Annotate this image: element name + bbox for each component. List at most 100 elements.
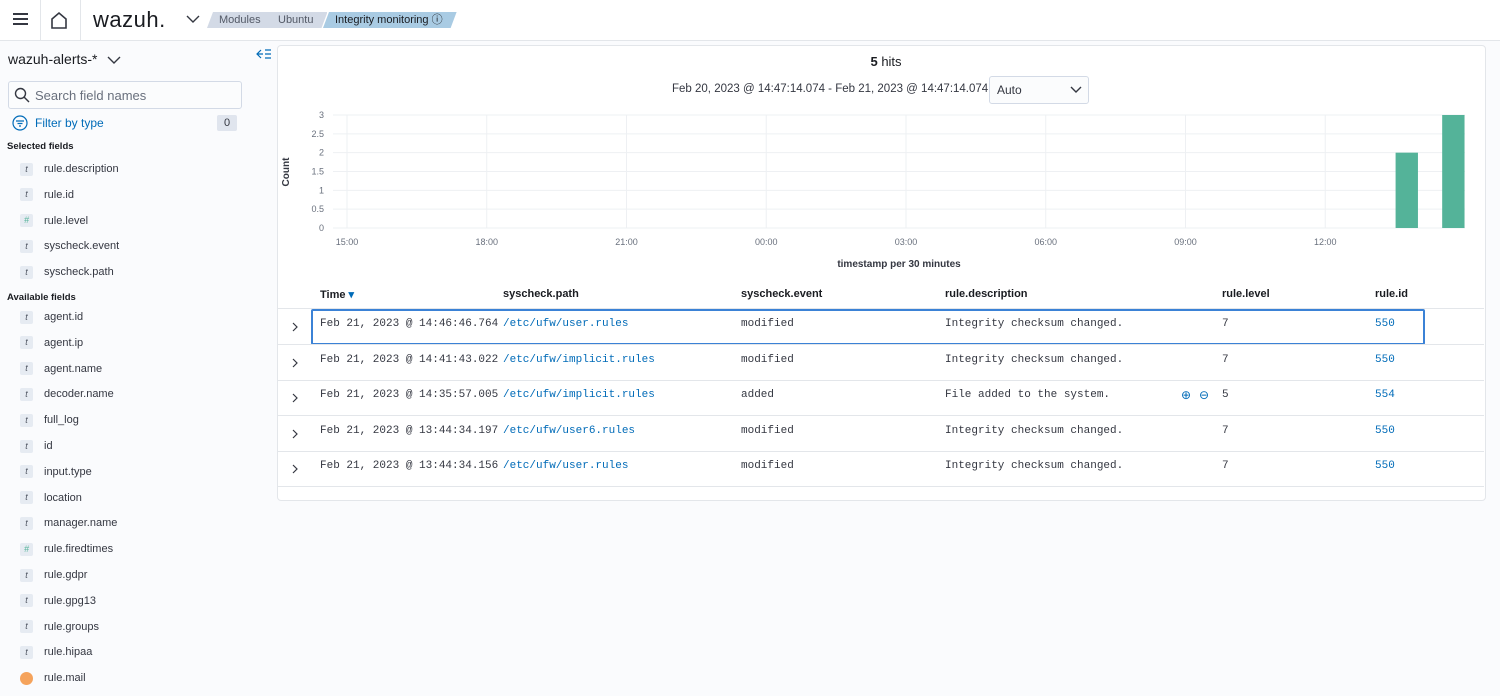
- filter-label[interactable]: Filter by type: [35, 116, 104, 130]
- info-icon: ⓘ: [428, 14, 443, 26]
- field-name: agent.name: [44, 362, 103, 375]
- table-cell: Integrity checksum changed.: [945, 318, 1124, 330]
- expand-icon[interactable]: [291, 393, 299, 403]
- table-cell: Integrity checksum changed.: [945, 460, 1124, 472]
- field[interactable]: t agent.id: [20, 309, 83, 325]
- table-cell[interactable]: /etc/ufw/user.rules: [503, 318, 629, 330]
- y-tick-label: 1.5: [311, 167, 324, 177]
- filter-out-icon[interactable]: ⊖: [1199, 388, 1210, 402]
- field-type: t: [20, 265, 33, 279]
- home-icon[interactable]: [50, 11, 68, 29]
- table-cell[interactable]: /etc/ufw/user6.rules: [503, 424, 636, 437]
- table-cell[interactable]: 550: [1375, 318, 1395, 330]
- row-separator: [277, 450, 1484, 452]
- logo[interactable]: wazuh.: [93, 7, 166, 32]
- interval-value: Auto: [997, 83, 1022, 97]
- filter-icon[interactable]: [12, 115, 28, 131]
- field-type: #: [20, 214, 33, 228]
- field-name: rule.gdpr: [44, 569, 88, 581]
- field-type: t: [20, 387, 33, 401]
- field-name: input.type: [44, 465, 92, 478]
- table-cell: Integrity checksum changed.: [945, 424, 1124, 437]
- search-placeholder: Search field names: [35, 88, 147, 103]
- search-field[interactable]: Search field names: [8, 81, 242, 109]
- results-panel: [277, 45, 1486, 501]
- table-cell: 5: [1222, 389, 1229, 401]
- table-cell: 7: [1222, 318, 1229, 330]
- field[interactable]: # rule.level: [20, 213, 88, 229]
- table-cell: 7: [1222, 353, 1229, 366]
- histogram: Count timestamp per 30 minutes 0 0.5 1 1.5 2…: [281, 110, 1465, 270]
- sort-icon[interactable]: ▾: [345, 289, 355, 301]
- field[interactable]: t rule.description: [20, 161, 119, 177]
- column-header[interactable]: syscheck.path: [503, 288, 579, 300]
- field[interactable]: t decoder.name: [20, 386, 114, 402]
- hits-count: 5: [870, 54, 878, 69]
- field[interactable]: t syscheck.path: [20, 264, 114, 280]
- hits: 5 hits: [0, 54, 1500, 69]
- table-cell[interactable]: 550: [1375, 353, 1395, 366]
- field[interactable]: t id: [20, 438, 53, 454]
- field-name: rule.mail: [44, 672, 86, 685]
- table-cell: Integrity checksum changed.: [945, 353, 1124, 366]
- y-tick-label: 2: [319, 148, 324, 158]
- table-cell[interactable]: /etc/ufw/implicit.rules: [503, 353, 655, 366]
- table-cell: modified: [741, 353, 794, 366]
- column-header[interactable]: rule.level: [1222, 288, 1270, 300]
- table-cell[interactable]: 550: [1375, 460, 1395, 472]
- column-header[interactable]: Time ▾: [320, 289, 355, 301]
- field[interactable]: t rule.id: [20, 187, 74, 203]
- menu-icon[interactable]: [12, 12, 30, 26]
- column-header[interactable]: rule.id: [1375, 288, 1409, 300]
- expand-icon[interactable]: [291, 464, 299, 474]
- table-cell[interactable]: 554: [1375, 389, 1395, 401]
- index-pattern[interactable]: wazuh-alerts-*: [8, 51, 98, 67]
- expand-icon[interactable]: [291, 358, 299, 368]
- field[interactable]: t manager.name: [20, 515, 117, 531]
- table-cell: added: [741, 389, 775, 401]
- divider: [80, 0, 81, 40]
- column-header[interactable]: rule.description: [945, 288, 1028, 300]
- field[interactable]: t location: [20, 490, 82, 506]
- table-cell[interactable]: /etc/ufw/implicit.rules: [503, 389, 655, 401]
- expand-icon[interactable]: [291, 429, 299, 439]
- table-cell[interactable]: 550: [1375, 424, 1395, 437]
- field[interactable]: rule.mail: [20, 670, 86, 686]
- field[interactable]: t rule.gpg13: [20, 593, 96, 609]
- field[interactable]: t full_log: [20, 412, 79, 428]
- bar: [1395, 152, 1418, 228]
- field-name: rule.gpg13: [44, 594, 96, 607]
- chevron[interactable]: [107, 55, 121, 65]
- field-type: #: [20, 542, 33, 556]
- field[interactable]: # rule.firedtimes: [20, 541, 113, 557]
- field-type: t: [20, 310, 33, 324]
- table-cell: Feb 21, 2023 @ 14:41:43.022: [320, 353, 499, 366]
- expand-icon[interactable]: [291, 322, 299, 332]
- table-cell: Feb 21, 2023 @ 13:44:34.197: [320, 424, 499, 437]
- interval-select[interactable]: Auto: [989, 76, 1089, 104]
- field-name: rule.id: [44, 188, 74, 201]
- field-name: rule.groups: [44, 620, 100, 633]
- field[interactable]: t rule.gdpr: [20, 567, 87, 583]
- breadcrumb[interactable]: Modules: [207, 12, 275, 28]
- field[interactable]: t rule.groups: [20, 619, 99, 635]
- field-type: t: [20, 465, 33, 479]
- field[interactable]: t rule.hipaa: [20, 644, 92, 660]
- field[interactable]: t syscheck.event: [20, 238, 119, 254]
- table-cell: modified: [741, 318, 794, 330]
- column-header[interactable]: syscheck.event: [741, 288, 823, 300]
- chevron[interactable]: [186, 14, 200, 24]
- field-type: t: [20, 239, 33, 253]
- filter-for-icon[interactable]: ⊕: [1181, 388, 1192, 402]
- table-cell[interactable]: /etc/ufw/user.rules: [503, 460, 629, 472]
- field-type: t: [20, 439, 33, 453]
- field[interactable]: t agent.name: [20, 361, 102, 377]
- collapse-icon[interactable]: [256, 48, 272, 60]
- field-name: rule.description: [44, 163, 119, 175]
- breadcrumb[interactable]: Integrity monitoring ⓘ: [323, 12, 457, 28]
- field[interactable]: t input.type: [20, 464, 92, 480]
- breadcrumb[interactable]: Ubuntu: [266, 12, 327, 28]
- field[interactable]: t agent.ip: [20, 335, 83, 351]
